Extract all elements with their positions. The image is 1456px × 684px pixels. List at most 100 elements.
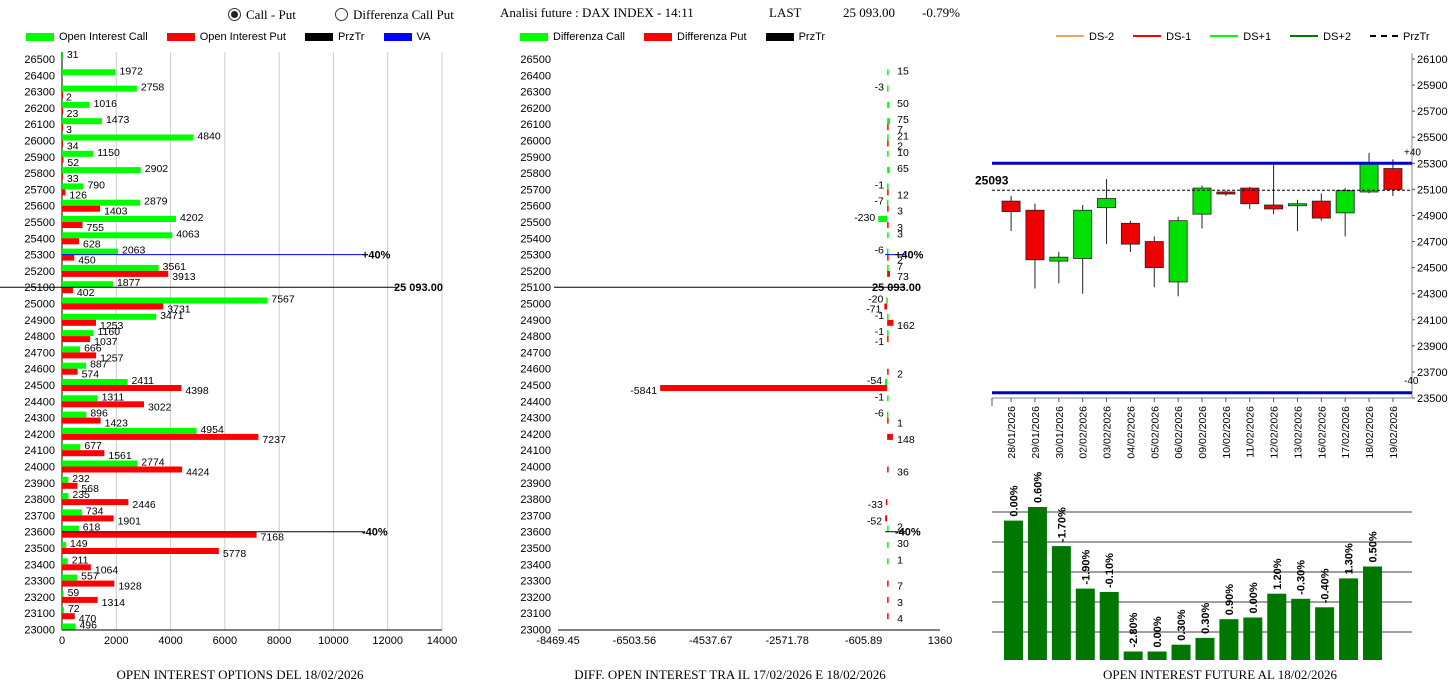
fut-bar: [1099, 592, 1119, 660]
diff-strike-label: 23000: [520, 625, 551, 637]
radio-diff[interactable]: Differenza Call Put: [335, 7, 454, 23]
candle-date-label: 17/02/2026: [1340, 406, 1352, 459]
fut-bar: [1339, 578, 1359, 660]
fut-bar: [1267, 593, 1287, 660]
oi-call-bar: [62, 346, 81, 353]
oi-put-value-label: 574: [82, 369, 100, 381]
oi-strike-label: 24900: [24, 315, 55, 327]
candle-body: [1073, 209, 1093, 259]
oi-put-value-label: 52: [67, 157, 79, 169]
diff-strike-label: 25800: [520, 168, 551, 180]
diff-call-bar: [886, 297, 888, 304]
candle-date-label: 03/02/2026: [1102, 406, 1114, 459]
legend-item-diff-put: Differenza Put: [644, 31, 747, 43]
oi-strike-label: 23600: [24, 527, 55, 539]
oi-strike-label: 26200: [24, 103, 55, 115]
fut-bar-label: 0.00%: [1248, 582, 1260, 613]
diff-call-value-label: 75: [897, 114, 909, 126]
diff-put-value-label: 3: [897, 597, 903, 609]
fut-bar: [1051, 546, 1071, 660]
diff-strike-label: 24200: [520, 429, 551, 441]
fut-bar: [1075, 588, 1095, 660]
oi-put-value-label: 126: [69, 189, 87, 201]
diff-strike-label: 23100: [520, 608, 551, 620]
diff-call-value-label: 21: [897, 131, 909, 143]
fut-bar: [1291, 598, 1311, 660]
candle-body: [1240, 187, 1260, 205]
oi-put-value-label: 1253: [100, 320, 124, 332]
diff-put-bar: [887, 596, 889, 603]
oi-minus40-label: -40%: [362, 527, 388, 539]
radio-call-put[interactable]: Call - Put: [228, 7, 296, 23]
candle-date-label: 02/02/2026: [1078, 406, 1090, 459]
oi-strike-label: 24800: [24, 331, 55, 343]
legend-item-ds-2: DS-2: [1056, 31, 1114, 43]
oi-strike-label: 23200: [24, 592, 55, 604]
diff-strike-label: 26100: [520, 119, 551, 131]
diff-put-bar: [884, 303, 888, 310]
oi-xtick-label: 12000: [372, 635, 403, 647]
oi-strike-label: 25800: [24, 168, 55, 180]
fut-bar-label: -0.30%: [1296, 560, 1308, 595]
oi-put-value-label: 4398: [185, 385, 209, 397]
fut-bar: [1219, 619, 1239, 660]
diff-call-bar: [887, 525, 889, 532]
diff-strike-label: 24900: [520, 315, 551, 327]
diff-put-value-label: 7: [897, 581, 903, 593]
diff-put-value-label: 12: [897, 189, 909, 201]
candle-date-label: 30/01/2026: [1054, 406, 1066, 459]
oi-strike-label: 24000: [24, 462, 55, 474]
oi-call-value-label: 4840: [197, 131, 221, 143]
oi-call-bar: [62, 476, 69, 483]
candle-date-label: 18/02/2026: [1364, 406, 1376, 459]
diff-call-value-label: 50: [897, 98, 909, 110]
candle-body: [1287, 203, 1307, 207]
diff-strike-label: 25200: [520, 266, 551, 278]
diff-call-value-label: -6: [875, 245, 884, 257]
oi-put-value-label: 402: [77, 287, 95, 299]
candle-minus40-label: -40: [1404, 376, 1419, 387]
diff-strike-label: 24800: [520, 331, 551, 343]
oi-xtick-label: 0: [59, 635, 65, 647]
diff-put-bar: [887, 140, 889, 147]
fut-bar-label: -0.10%: [1104, 553, 1116, 588]
candle-date-label: 19/02/2026: [1388, 406, 1400, 459]
caption-diff: DIFF. OPEN INTEREST TRA IL 17/02/2026 E …: [574, 667, 886, 682]
oi-put-value-label: 1901: [118, 515, 142, 527]
oi-call-value-label: 1016: [94, 98, 118, 110]
diff-call-bar: [887, 313, 889, 320]
diff-strike-label: 25900: [520, 152, 551, 164]
oi-call-value-label: 896: [90, 408, 108, 420]
oi-put-value-label: 1561: [108, 450, 132, 462]
diff-strike-label: 23400: [520, 559, 551, 571]
candle-przTr-label: 25093: [975, 173, 1009, 187]
oi-strike-label: 25700: [24, 184, 55, 196]
diff-call-value-label: -3: [875, 82, 884, 94]
oi-strike-label: 25600: [24, 201, 55, 213]
last-label: LAST: [769, 5, 802, 20]
oi-call-value-label: 3471: [160, 310, 184, 322]
oi-strike-label: 24300: [24, 413, 55, 425]
diff-put-value-label: 2: [897, 255, 903, 267]
diff-strike-label: 25300: [520, 250, 551, 262]
oi-put-bar: [62, 270, 169, 277]
oi-call-bar: [62, 509, 82, 516]
oi-put-value-label: 2446: [132, 499, 156, 511]
legend-item-przTr: PrzTr: [305, 31, 364, 43]
candle-body: [1168, 220, 1188, 283]
oi-call-value-label: 557: [81, 571, 99, 583]
oi-call-value-label: 790: [87, 179, 105, 191]
diff-put-bar: [887, 222, 889, 228]
legend-fut: DS-2 DS-1 DS+1 DS+2 PrzTr: [1056, 31, 1446, 43]
candle-date-label: 13/02/2026: [1292, 406, 1304, 459]
oi-xtick-label: 2000: [104, 635, 128, 647]
oi-put-bar: [62, 303, 164, 310]
candle-date-label: 29/01/2026: [1030, 406, 1042, 459]
oi-call-value-label: 31: [67, 49, 79, 61]
candle-body: [1144, 241, 1164, 269]
oi-call-value-label: 666: [84, 342, 102, 354]
oi-put-value-label: 2: [66, 92, 72, 104]
diff-strike-label: 24400: [520, 396, 551, 408]
oi-strike-label: 26500: [24, 54, 55, 66]
diff-put-value-label: 2: [897, 141, 903, 153]
